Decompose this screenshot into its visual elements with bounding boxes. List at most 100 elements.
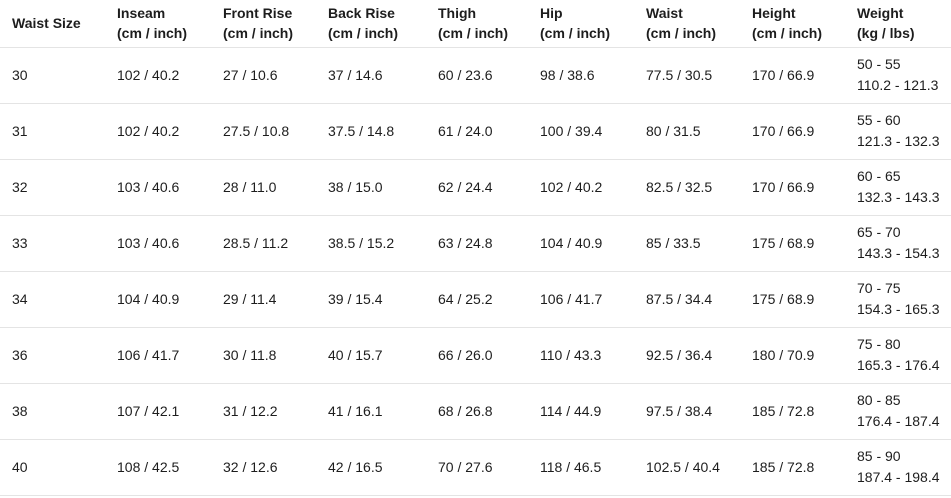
cell-front-rise: 30 / 11.8 (211, 327, 316, 384)
cell-back-rise: 38 / 15.0 (316, 159, 426, 216)
cell-waist-size: 36 (0, 327, 105, 384)
cell-hip: 110 / 43.3 (528, 327, 634, 384)
cell-waist: 82.5 / 32.5 (634, 159, 740, 216)
weight-kg: 65 - 70 (857, 224, 901, 240)
column-label: Inseam (117, 5, 166, 22)
cell-waist-size: 31 (0, 103, 105, 160)
table-header: Waist Size Inseam (cm / inch) Front Rise… (0, 0, 951, 48)
cell-waist-size: 32 (0, 159, 105, 216)
weight-lbs: 132.3 - 143.3 (857, 189, 940, 205)
table-row: 34 104 / 40.9 29 / 11.4 39 / 15.4 64 / 2… (0, 271, 951, 328)
column-header-front-rise: Front Rise (cm / inch) (211, 0, 316, 48)
weight-lbs: 110.2 - 121.3 (857, 77, 939, 93)
cell-height: 170 / 66.9 (740, 159, 845, 216)
cell-weight: 70 - 75 154.3 - 165.3 (845, 271, 951, 328)
weight-kg: 50 - 55 (857, 56, 901, 72)
cell-inseam: 103 / 40.6 (105, 159, 211, 216)
cell-inseam: 102 / 40.2 (105, 103, 211, 160)
cell-height: 185 / 72.8 (740, 439, 845, 496)
cell-inseam: 107 / 42.1 (105, 383, 211, 440)
cell-inseam: 102 / 40.2 (105, 47, 211, 104)
column-label: Hip (540, 5, 563, 22)
column-label: Back Rise (328, 5, 395, 22)
cell-hip: 104 / 40.9 (528, 215, 634, 272)
cell-height: 175 / 68.9 (740, 271, 845, 328)
cell-waist-size: 33 (0, 215, 105, 272)
cell-front-rise: 32 / 12.6 (211, 439, 316, 496)
cell-inseam: 104 / 40.9 (105, 271, 211, 328)
cell-back-rise: 37.5 / 14.8 (316, 103, 426, 160)
table-row: 31 102 / 40.2 27.5 / 10.8 37.5 / 14.8 61… (0, 103, 951, 160)
table-row: 38 107 / 42.1 31 / 12.2 41 / 16.1 68 / 2… (0, 383, 951, 440)
column-label: Waist Size (12, 15, 81, 32)
cell-thigh: 68 / 26.8 (426, 383, 528, 440)
cell-weight: 50 - 55 110.2 - 121.3 (845, 47, 951, 104)
weight-kg: 75 - 80 (857, 336, 901, 352)
cell-back-rise: 37 / 14.6 (316, 47, 426, 104)
cell-weight: 55 - 60 121.3 - 132.3 (845, 103, 951, 160)
cell-inseam: 103 / 40.6 (105, 215, 211, 272)
cell-thigh: 62 / 24.4 (426, 159, 528, 216)
cell-hip: 114 / 44.9 (528, 383, 634, 440)
cell-back-rise: 42 / 16.5 (316, 439, 426, 496)
weight-lbs: 143.3 - 154.3 (857, 245, 940, 261)
column-header-hip: Hip (cm / inch) (528, 0, 634, 48)
weight-lbs: 154.3 - 165.3 (857, 301, 940, 317)
cell-weight: 80 - 85 176.4 - 187.4 (845, 383, 951, 440)
cell-waist: 102.5 / 40.4 (634, 439, 740, 496)
cell-height: 170 / 66.9 (740, 47, 845, 104)
weight-kg: 80 - 85 (857, 392, 901, 408)
cell-back-rise: 40 / 15.7 (316, 327, 426, 384)
cell-waist: 77.5 / 30.5 (634, 47, 740, 104)
cell-hip: 102 / 40.2 (528, 159, 634, 216)
cell-front-rise: 27.5 / 10.8 (211, 103, 316, 160)
header-row: Waist Size Inseam (cm / inch) Front Rise… (0, 0, 951, 48)
cell-back-rise: 41 / 16.1 (316, 383, 426, 440)
weight-kg: 70 - 75 (857, 280, 901, 296)
column-label: Waist (646, 5, 683, 22)
cell-inseam: 106 / 41.7 (105, 327, 211, 384)
weight-lbs: 187.4 - 198.4 (857, 469, 940, 485)
column-label: Weight (857, 5, 904, 22)
column-unit: (cm / inch) (752, 25, 823, 42)
table-row: 32 103 / 40.6 28 / 11.0 38 / 15.0 62 / 2… (0, 159, 951, 216)
cell-waist: 87.5 / 34.4 (634, 271, 740, 328)
cell-waist: 97.5 / 38.4 (634, 383, 740, 440)
cell-inseam: 108 / 42.5 (105, 439, 211, 496)
cell-front-rise: 27 / 10.6 (211, 47, 316, 104)
column-unit: (cm / inch) (223, 25, 294, 42)
cell-back-rise: 38.5 / 15.2 (316, 215, 426, 272)
cell-back-rise: 39 / 15.4 (316, 271, 426, 328)
table-body: 30 102 / 40.2 27 / 10.6 37 / 14.6 60 / 2… (0, 47, 951, 496)
cell-hip: 98 / 38.6 (528, 47, 634, 104)
column-header-inseam: Inseam (cm / inch) (105, 0, 211, 48)
cell-waist-size: 34 (0, 271, 105, 328)
cell-thigh: 61 / 24.0 (426, 103, 528, 160)
cell-weight: 75 - 80 165.3 - 176.4 (845, 327, 951, 384)
cell-thigh: 70 / 27.6 (426, 439, 528, 496)
cell-waist: 80 / 31.5 (634, 103, 740, 160)
column-unit: (cm / inch) (646, 25, 717, 42)
cell-thigh: 64 / 25.2 (426, 271, 528, 328)
column-header-back-rise: Back Rise (cm / inch) (316, 0, 426, 48)
weight-kg: 60 - 65 (857, 168, 901, 184)
cell-waist-size: 40 (0, 439, 105, 496)
column-unit: (kg / lbs) (857, 25, 915, 42)
column-label: Front Rise (223, 5, 293, 22)
weight-kg: 85 - 90 (857, 448, 901, 464)
table-row: 30 102 / 40.2 27 / 10.6 37 / 14.6 60 / 2… (0, 47, 951, 104)
weight-kg: 55 - 60 (857, 112, 901, 128)
cell-hip: 106 / 41.7 (528, 271, 634, 328)
column-header-waist: Waist (cm / inch) (634, 0, 740, 48)
cell-front-rise: 28 / 11.0 (211, 159, 316, 216)
cell-front-rise: 28.5 / 11.2 (211, 215, 316, 272)
cell-thigh: 63 / 24.8 (426, 215, 528, 272)
column-header-thigh: Thigh (cm / inch) (426, 0, 528, 48)
weight-lbs: 176.4 - 187.4 (857, 413, 940, 429)
cell-weight: 65 - 70 143.3 - 154.3 (845, 215, 951, 272)
column-unit: (cm / inch) (328, 25, 399, 42)
table-row: 36 106 / 41.7 30 / 11.8 40 / 15.7 66 / 2… (0, 327, 951, 384)
cell-height: 180 / 70.9 (740, 327, 845, 384)
